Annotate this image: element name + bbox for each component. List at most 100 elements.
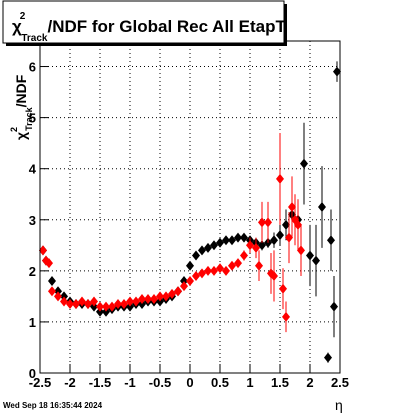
marker: [138, 299, 146, 310]
marker: [270, 235, 278, 246]
y-tick-label: 6: [29, 60, 36, 75]
date-stamp: Wed Sep 18 16:35:44 2024: [3, 401, 103, 410]
marker: [54, 286, 62, 297]
marker: [216, 263, 224, 274]
chart-title: χ2 Track/NDF for Global Rec All EtapT: [12, 11, 286, 44]
marker: [240, 232, 248, 243]
marker: [96, 301, 104, 312]
marker: [120, 299, 128, 310]
marker: [54, 291, 62, 302]
title-sub: Track: [21, 33, 48, 44]
marker: [186, 276, 194, 287]
x-tick-label: 1: [246, 375, 253, 390]
marker: [312, 255, 320, 266]
marker: [330, 301, 338, 312]
marker: [252, 242, 260, 253]
y-tick-label: 5: [29, 111, 36, 126]
marker: [180, 281, 188, 292]
marker: [192, 250, 200, 261]
marker: [276, 173, 284, 184]
marker: [204, 265, 212, 276]
marker: [294, 219, 302, 230]
marker: [45, 258, 53, 269]
marker: [318, 202, 326, 212]
marker: [210, 265, 218, 276]
marker: [60, 296, 68, 307]
plot-area: [39, 41, 341, 374]
marker: [264, 217, 272, 228]
marker: [198, 268, 206, 279]
marker: [126, 301, 134, 312]
marker: [186, 260, 194, 271]
marker: [222, 235, 230, 246]
marker: [84, 299, 92, 310]
marker: [78, 296, 86, 307]
marker: [300, 158, 308, 169]
marker: [108, 301, 116, 312]
marker: [324, 352, 332, 363]
y-tick-label: 0: [29, 366, 36, 381]
x-tick-label: 2.5: [331, 375, 349, 390]
marker: [258, 240, 266, 251]
marker: [297, 245, 305, 256]
x-tick-label: 1.5: [271, 375, 289, 390]
marker: [90, 301, 98, 312]
x-tick-label: -1.5: [89, 375, 111, 390]
marker: [192, 270, 200, 281]
marker: [156, 296, 164, 307]
x-tick-label: -0.5: [149, 375, 171, 390]
x-tick-label: 0.5: [211, 375, 229, 390]
marker: [114, 299, 122, 310]
marker: [270, 270, 278, 281]
marker: [234, 232, 242, 243]
marker: [180, 276, 188, 287]
title-box: [2, 0, 285, 44]
marker: [327, 235, 335, 246]
marker: [174, 286, 182, 297]
x-tick-label: -2.5: [29, 375, 51, 390]
marker: [39, 245, 47, 256]
marker: [288, 202, 296, 212]
marker: [285, 232, 293, 243]
marker: [90, 296, 98, 307]
y-tick-label: 2: [29, 264, 36, 279]
marker: [279, 283, 287, 294]
y-tick-label: 3: [29, 213, 36, 228]
y-tick-label: 4: [29, 162, 37, 177]
marker: [162, 291, 170, 302]
marker: [255, 260, 263, 271]
y-axis-label: χ2 Track/NDF: [9, 74, 34, 140]
y-label-text: /NDF: [13, 74, 29, 107]
x-axis-label: η: [335, 397, 343, 413]
marker: [333, 66, 341, 77]
marker: [258, 217, 266, 228]
marker: [150, 293, 158, 304]
marker: [60, 291, 68, 302]
y-label-sub: Track: [24, 106, 34, 131]
x-tick-label: 0: [186, 375, 193, 390]
y-label-symbol: χ: [13, 132, 29, 140]
marker: [228, 235, 236, 246]
marker: [48, 276, 56, 287]
marker: [96, 306, 104, 317]
marker: [216, 237, 224, 248]
title-sup: 2: [20, 11, 26, 22]
marker: [222, 265, 230, 276]
marker: [72, 299, 80, 310]
marker: [276, 230, 284, 241]
x-tick-label: -2: [64, 375, 76, 390]
marker: [48, 286, 56, 297]
marker: [102, 301, 110, 312]
y-label-sup: 2: [9, 127, 19, 132]
marker: [204, 242, 212, 253]
marker: [234, 258, 242, 269]
marker: [102, 306, 110, 317]
marker: [132, 296, 140, 307]
marker: [282, 219, 290, 230]
marker: [126, 296, 134, 307]
x-tick-label: -1: [124, 375, 136, 390]
marker: [138, 293, 146, 304]
marker: [240, 250, 248, 261]
